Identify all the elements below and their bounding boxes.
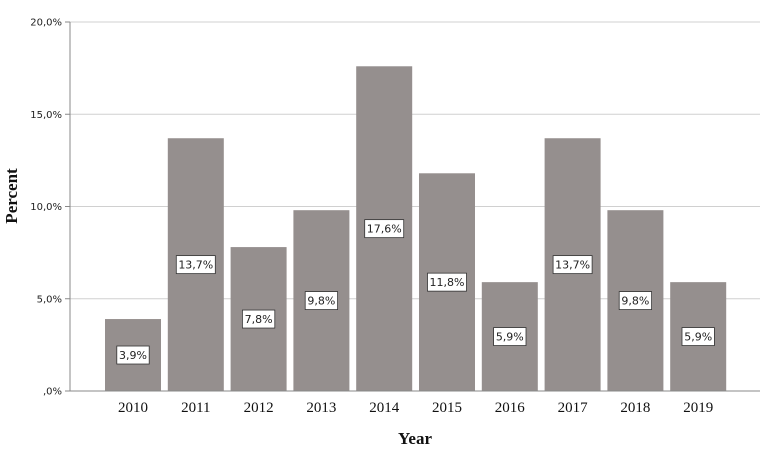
data-label: 9,8% [307,295,335,308]
x-tick-label: 2010 [118,400,148,416]
x-axis-ticks: 2010 2011 2012 2013 2014 2015 2016 2017 2018 2019 [118,400,713,416]
data-labels: 3,9% 13,7% 7,8% 9,8% 17,6% 11,8% 5,9% 13,7% 9,8%… [116,219,715,365]
x-tick-label: 2018 [620,400,650,416]
data-label-box [493,327,527,346]
y-tick-label: ,0% [43,387,62,398]
x-tick-label: 2012 [244,400,274,416]
data-label-box [618,291,653,310]
data-label: 9,8% [621,295,649,308]
x-tick-label: 2016 [495,400,526,416]
data-label-box [116,345,150,365]
data-label-box [681,327,715,346]
data-label: 13,7% [555,259,590,272]
y-axis-ticks: ,0% 5,0% 10,0% 15,0% 20,0% [30,18,70,398]
data-label: 11,8% [430,276,465,289]
y-tick-label: 15,0% [30,110,62,121]
data-label-box [304,291,339,310]
x-tick-label: 2015 [432,400,462,416]
x-tick-label: 2019 [683,400,713,416]
data-label: 13,7% [178,259,213,272]
x-axis-title: Year [398,429,432,448]
x-tick-label: 2013 [306,400,336,416]
data-label-box [175,255,216,275]
data-label: 5,9% [684,331,712,344]
data-label-box [241,309,276,329]
data-label-box [364,219,405,239]
y-tick-label: 5,0% [37,294,62,305]
x-tick-label: 2017 [558,400,589,416]
y-axis-title: Percent [2,168,21,224]
data-label-box [552,255,593,275]
bars [105,66,727,391]
data-label: 17,6% [367,223,402,236]
y-tick-label: 20,0% [30,18,62,29]
data-label: 3,9% [119,349,147,362]
x-tick-label: 2011 [181,400,210,416]
data-label: 7,8% [245,313,273,326]
y-tick-label: 10,0% [30,202,62,213]
x-tick-label: 2014 [369,400,400,416]
data-label-box [427,272,467,292]
data-label: 5,9% [496,331,524,344]
